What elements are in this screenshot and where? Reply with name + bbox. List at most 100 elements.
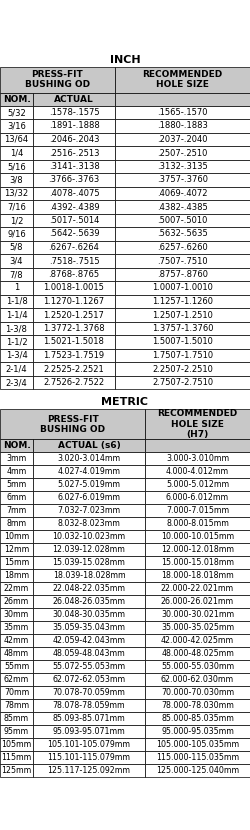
Text: 5mm: 5mm <box>6 481 26 489</box>
Text: 42.000-42.025mm: 42.000-42.025mm <box>161 637 234 645</box>
Text: 95mm: 95mm <box>4 727 29 736</box>
Bar <box>115 93 250 105</box>
Bar <box>0 133 33 146</box>
Bar <box>115 268 250 281</box>
Bar <box>33 647 145 660</box>
Text: 1.1257-1.1260: 1.1257-1.1260 <box>152 297 213 306</box>
Text: 1.1270-1.1267: 1.1270-1.1267 <box>44 297 104 306</box>
Bar <box>33 634 145 647</box>
Text: 18mm: 18mm <box>4 571 29 580</box>
Bar <box>115 295 250 308</box>
Text: 115.101-115.079mm: 115.101-115.079mm <box>48 754 130 762</box>
Text: .2037-.2040: .2037-.2040 <box>157 135 208 144</box>
Bar <box>145 544 250 556</box>
Text: 62mm: 62mm <box>4 676 29 684</box>
Text: .4382-.4385: .4382-.4385 <box>157 203 208 212</box>
Text: METRIC: METRIC <box>102 398 148 408</box>
Bar <box>33 349 115 362</box>
Text: 6mm: 6mm <box>6 493 26 502</box>
Bar <box>33 452 145 466</box>
Text: .7507-.7510: .7507-.7510 <box>157 256 208 266</box>
Text: 10mm: 10mm <box>4 532 29 541</box>
Bar <box>145 738 250 751</box>
Bar <box>0 621 33 634</box>
Bar <box>33 517 145 530</box>
Bar <box>33 159 115 173</box>
Bar <box>0 214 33 227</box>
Text: 2-1/4: 2-1/4 <box>6 364 27 374</box>
Bar <box>0 322 33 335</box>
Text: 1-3/4: 1-3/4 <box>6 351 28 360</box>
Text: 2-3/4: 2-3/4 <box>6 378 28 387</box>
Text: 7/16: 7/16 <box>7 203 26 212</box>
Bar <box>33 227 115 241</box>
Bar <box>0 241 33 254</box>
Text: 35mm: 35mm <box>4 623 29 632</box>
Bar <box>0 608 33 621</box>
Text: 13/64: 13/64 <box>4 135 28 144</box>
Bar <box>0 478 33 491</box>
Text: .3132-.3135: .3132-.3135 <box>157 162 208 171</box>
Text: 1/2: 1/2 <box>10 216 23 225</box>
Text: 115.000-115.035mm: 115.000-115.035mm <box>156 754 239 762</box>
Bar <box>33 751 145 764</box>
Text: NOM.: NOM. <box>2 442 30 450</box>
Bar <box>115 227 250 241</box>
Text: 42mm: 42mm <box>4 637 29 645</box>
Text: 7mm: 7mm <box>6 506 26 515</box>
Bar <box>145 452 250 466</box>
Bar <box>0 491 33 505</box>
Bar <box>33 268 115 281</box>
Bar <box>33 673 145 686</box>
Bar <box>0 725 33 738</box>
Text: 85mm: 85mm <box>4 715 29 723</box>
Text: 48mm: 48mm <box>4 649 29 658</box>
Text: .5017-.5014: .5017-.5014 <box>49 216 99 225</box>
Bar <box>33 146 115 159</box>
Bar <box>115 187 250 200</box>
Text: 3.000-3.010mm: 3.000-3.010mm <box>166 454 229 463</box>
Text: 1.3757-1.3760: 1.3757-1.3760 <box>152 324 213 333</box>
Text: .6257-.6260: .6257-.6260 <box>157 243 208 252</box>
Bar <box>33 660 145 673</box>
Text: 12.039-12.028mm: 12.039-12.028mm <box>52 545 126 554</box>
Bar <box>33 466 145 478</box>
Text: 30.000-30.021mm: 30.000-30.021mm <box>161 610 234 619</box>
Text: 1-1/4: 1-1/4 <box>6 310 27 320</box>
Bar <box>33 764 145 777</box>
Text: .1578-.1575: .1578-.1575 <box>49 108 99 117</box>
Text: ACTUAL: ACTUAL <box>54 95 94 104</box>
Bar <box>0 647 33 660</box>
Bar <box>0 530 33 544</box>
Bar <box>0 120 33 133</box>
Text: 26mm: 26mm <box>4 598 29 606</box>
Text: PRESS-FIT
BUSHING OD: PRESS-FIT BUSHING OD <box>25 70 90 90</box>
Text: .1891-.1888: .1891-.1888 <box>48 121 100 130</box>
Bar <box>115 133 250 146</box>
Bar <box>33 608 145 621</box>
Bar <box>33 556 145 569</box>
Text: 85.000-85.035mm: 85.000-85.035mm <box>161 715 234 723</box>
Bar <box>33 478 145 491</box>
Bar <box>0 517 33 530</box>
Text: 2.7507-2.7510: 2.7507-2.7510 <box>152 378 213 387</box>
Bar <box>145 505 250 517</box>
Text: 95.000-95.035mm: 95.000-95.035mm <box>161 727 234 736</box>
Text: 4mm: 4mm <box>6 467 26 476</box>
Bar <box>33 214 115 227</box>
Text: 2.7526-2.7522: 2.7526-2.7522 <box>44 378 104 387</box>
Bar <box>0 699 33 712</box>
Text: 5.000-5.012mm: 5.000-5.012mm <box>166 481 229 489</box>
Text: 2.2507-2.2510: 2.2507-2.2510 <box>152 364 213 374</box>
Text: 12.000-12.018mm: 12.000-12.018mm <box>161 545 234 554</box>
Bar <box>145 409 250 439</box>
Bar <box>145 517 250 530</box>
Bar <box>145 491 250 505</box>
Text: NOM.: NOM. <box>2 95 30 104</box>
Text: 1.0007-1.0010: 1.0007-1.0010 <box>152 284 213 292</box>
Text: .2046-.2043: .2046-.2043 <box>49 135 99 144</box>
Text: .4078-.4075: .4078-.4075 <box>49 189 99 198</box>
Text: .3766-.3763: .3766-.3763 <box>48 175 100 184</box>
Bar <box>0 93 33 105</box>
Text: 18.039-18.028mm: 18.039-18.028mm <box>53 571 125 580</box>
